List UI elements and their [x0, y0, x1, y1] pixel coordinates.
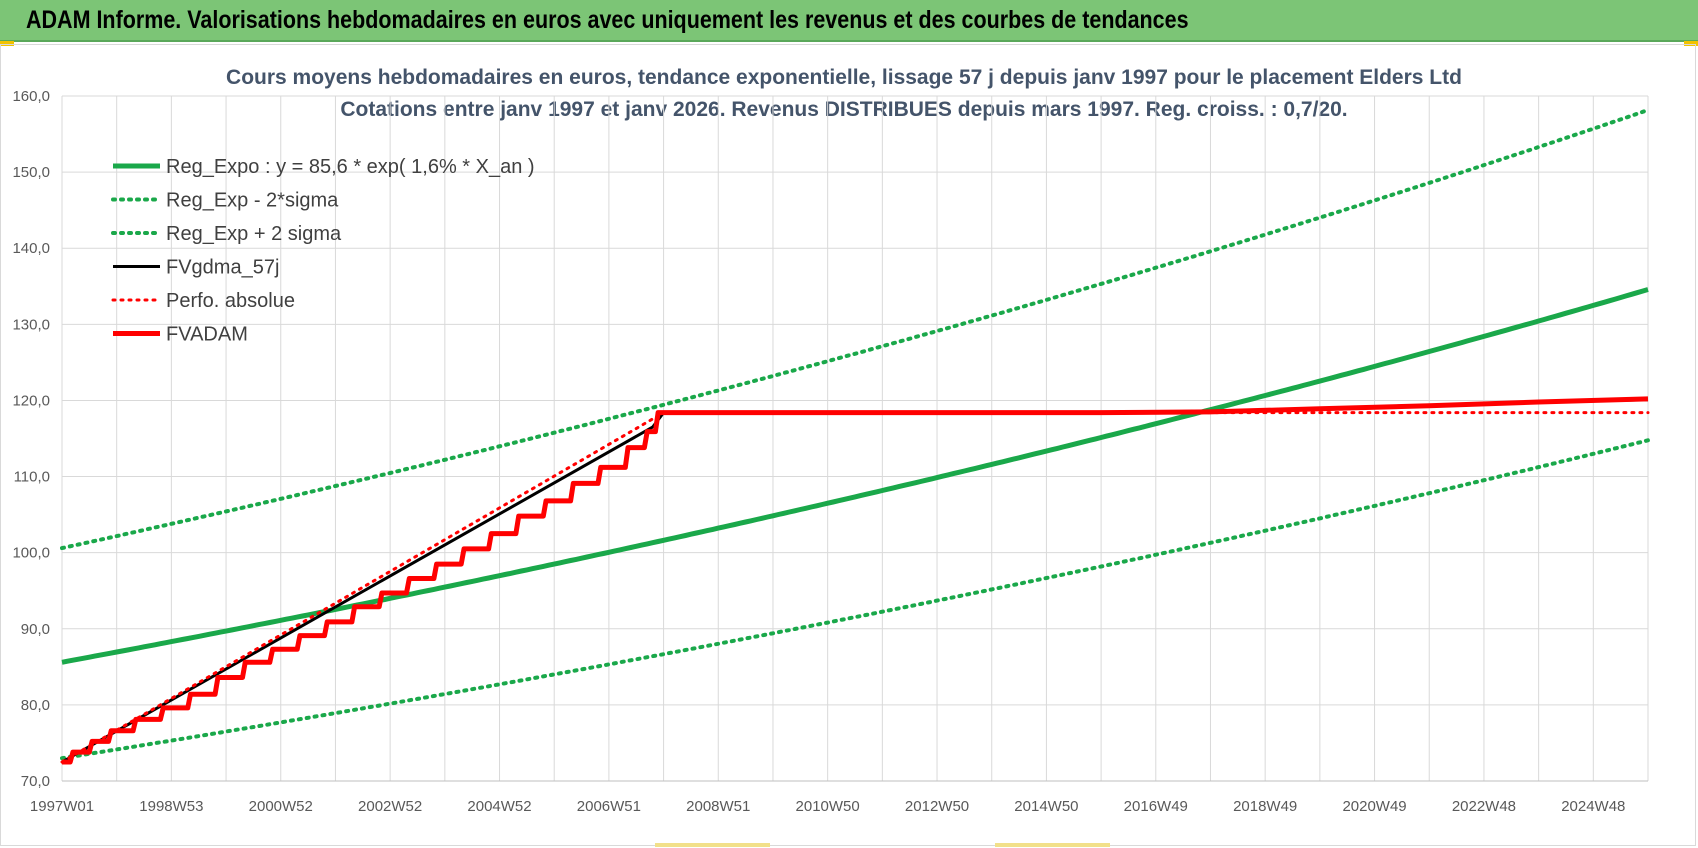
x-tick-label: 2008W51 — [686, 798, 750, 815]
y-tick-label: 100,0 — [12, 545, 50, 562]
x-tick-label: 2006W51 — [577, 798, 641, 815]
chart-title: Cours moyens hebdomadaires en euros, ten… — [226, 66, 1462, 89]
legend-label: FVADAM — [166, 324, 248, 346]
corner-marker-right — [1684, 41, 1698, 46]
y-tick-label: 70,0 — [21, 773, 50, 790]
chart-subtitle: Cotations entre janv 1997 et janv 2026. … — [340, 98, 1347, 121]
series-line-0 — [61, 287, 1649, 665]
page-banner: ADAM Informe. Valorisations hebdomadaire… — [0, 0, 1698, 42]
series-line-4 — [60, 411, 1650, 764]
x-tick-label: 2004W52 — [467, 798, 531, 815]
legend-label: Reg_Exp - 2*sigma — [166, 190, 339, 212]
x-tick-label: 2024W48 — [1561, 798, 1625, 815]
grid — [61, 95, 1649, 782]
x-tick-label: 2010W50 — [796, 798, 860, 815]
y-tick-label: 120,0 — [12, 392, 50, 409]
x-tick-label: 2018W49 — [1233, 798, 1297, 815]
y-tick-label: 160,0 — [12, 88, 50, 105]
series-line-5 — [62, 396, 1649, 765]
chart-svg: Cours moyens hebdomadaires en euros, ten… — [12, 66, 1650, 815]
x-tick-label: 1998W53 — [139, 798, 203, 815]
legend-label: FVgdma_57j — [166, 257, 279, 279]
y-tick-label: 90,0 — [21, 621, 50, 638]
x-tick-label: 1997W01 — [30, 798, 94, 815]
page-title: ADAM Informe. Valorisations hebdomadaire… — [26, 6, 1189, 34]
chart-area — [0, 44, 1696, 846]
footer-strip-2 — [995, 843, 1110, 847]
x-tick-label: 2016W49 — [1124, 798, 1188, 815]
legend-label: Reg_Exp + 2 sigma — [166, 223, 342, 245]
corner-marker-left — [0, 41, 14, 46]
y-tick-label: 130,0 — [12, 316, 50, 333]
y-tick-label: 110,0 — [14, 469, 50, 486]
x-tick-label: 2000W52 — [249, 798, 313, 815]
x-tick-label: 2014W50 — [1014, 798, 1078, 815]
y-tick-label: 150,0 — [12, 164, 50, 181]
legend: Reg_Expo : y = 85,6 * exp( 1,6% * X_an )… — [111, 156, 535, 346]
legend-label: Reg_Expo : y = 85,6 * exp( 1,6% * X_an ) — [166, 156, 535, 178]
axes: 70,0 80,0 90,0 100,0 110,0 120,0 130,0 140,0 150… — [12, 88, 1648, 815]
y-tick-label: 80,0 — [21, 697, 50, 714]
series-line-1 — [60, 438, 1650, 761]
series-line-3 — [61, 398, 1649, 764]
series-lines — [60, 108, 1650, 765]
footer-strip-1 — [655, 843, 770, 847]
x-tick-label: 2022W48 — [1452, 798, 1516, 815]
y-tick-label: 140,0 — [12, 240, 50, 257]
series-line-2 — [60, 108, 1650, 551]
legend-label: Perfo. absolue — [166, 290, 295, 312]
x-tick-label: 2020W49 — [1342, 798, 1406, 815]
x-tick-label: 2002W52 — [358, 798, 422, 815]
x-tick-label: 2012W50 — [905, 798, 969, 815]
